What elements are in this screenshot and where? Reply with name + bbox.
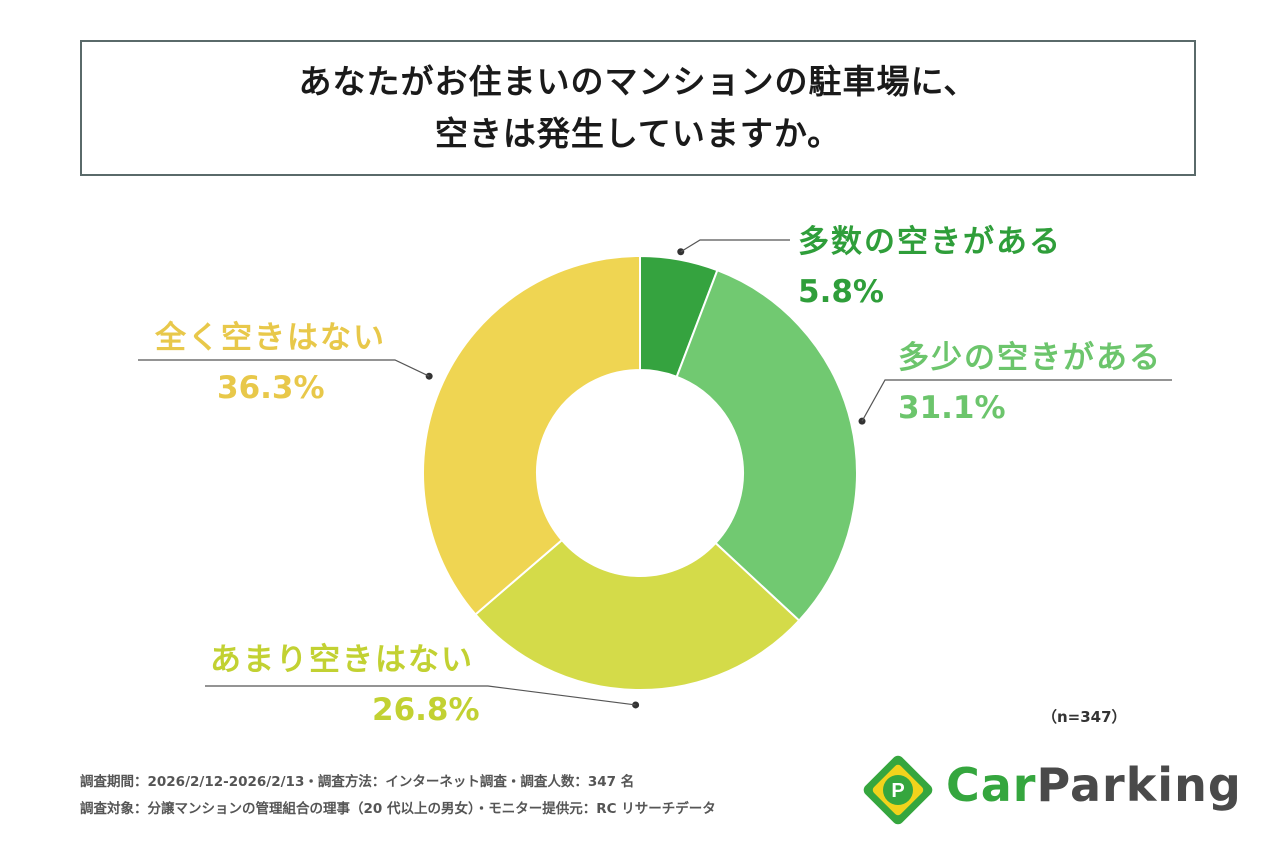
slice-label-many-vacancies: 多数の空きがある 5.8% xyxy=(798,222,1062,312)
logo-wordmark: CarParking xyxy=(946,758,1242,812)
chart-title-box: あなたがお住まいのマンションの駐車場に、 空きは発生していますか。 xyxy=(80,40,1196,176)
slice-label-few-vacancies: あまり空きはない 26.8% xyxy=(210,640,480,730)
parking-logo-icon: P xyxy=(863,755,933,825)
leader-line-many-vacancies xyxy=(680,239,790,253)
slice-value-label: 31.1% xyxy=(898,390,1006,426)
chart-title-line-1: あなたがお住まいのマンションの駐車場に、 xyxy=(298,62,978,101)
slice-value-label: 36.3% xyxy=(217,370,325,406)
logo-icon-letter: P xyxy=(891,780,904,802)
leader-line-few-vacancies xyxy=(205,685,636,706)
survey-target-footnote: 調査対象：分譲マンションの管理組合の理事（20 代以上の男女）・モニター提供元：… xyxy=(80,801,716,817)
chart-title-line-2: 空きは発生していますか。 xyxy=(434,114,842,153)
slice-category-label: 多少の空きがある xyxy=(898,340,1162,376)
slice-label-some-vacancies: 多少の空きがある 31.1% xyxy=(898,338,1162,428)
donut-slice-no-vacancies xyxy=(422,254,641,616)
leader-line-some-vacancies xyxy=(861,379,1172,422)
slice-label-no-vacancies: 全く空きはない 36.3% xyxy=(155,318,386,408)
slice-category-label: あまり空きはない xyxy=(210,642,474,678)
donut-slice-some-vacancies xyxy=(675,268,858,622)
logo-text-car: Car xyxy=(946,758,1037,812)
donut-slice-few-vacancies xyxy=(474,538,801,691)
slice-category-label: 全く空きはない xyxy=(155,320,386,356)
slice-value-label: 5.8% xyxy=(798,274,884,310)
slice-category-label: 多数の空きがある xyxy=(798,224,1062,260)
survey-period-footnote: 調査期間：2026/2/12-2026/2/13・調査方法：インターネット調査・… xyxy=(80,774,635,790)
leader-line-no-vacancies xyxy=(138,359,430,377)
carparking-logo: P CarParking xyxy=(858,750,1241,830)
slice-value-label: 26.8% xyxy=(372,692,480,728)
sample-size-note: （n=347） xyxy=(1042,708,1127,726)
logo-text-parking: Parking xyxy=(1036,758,1242,812)
